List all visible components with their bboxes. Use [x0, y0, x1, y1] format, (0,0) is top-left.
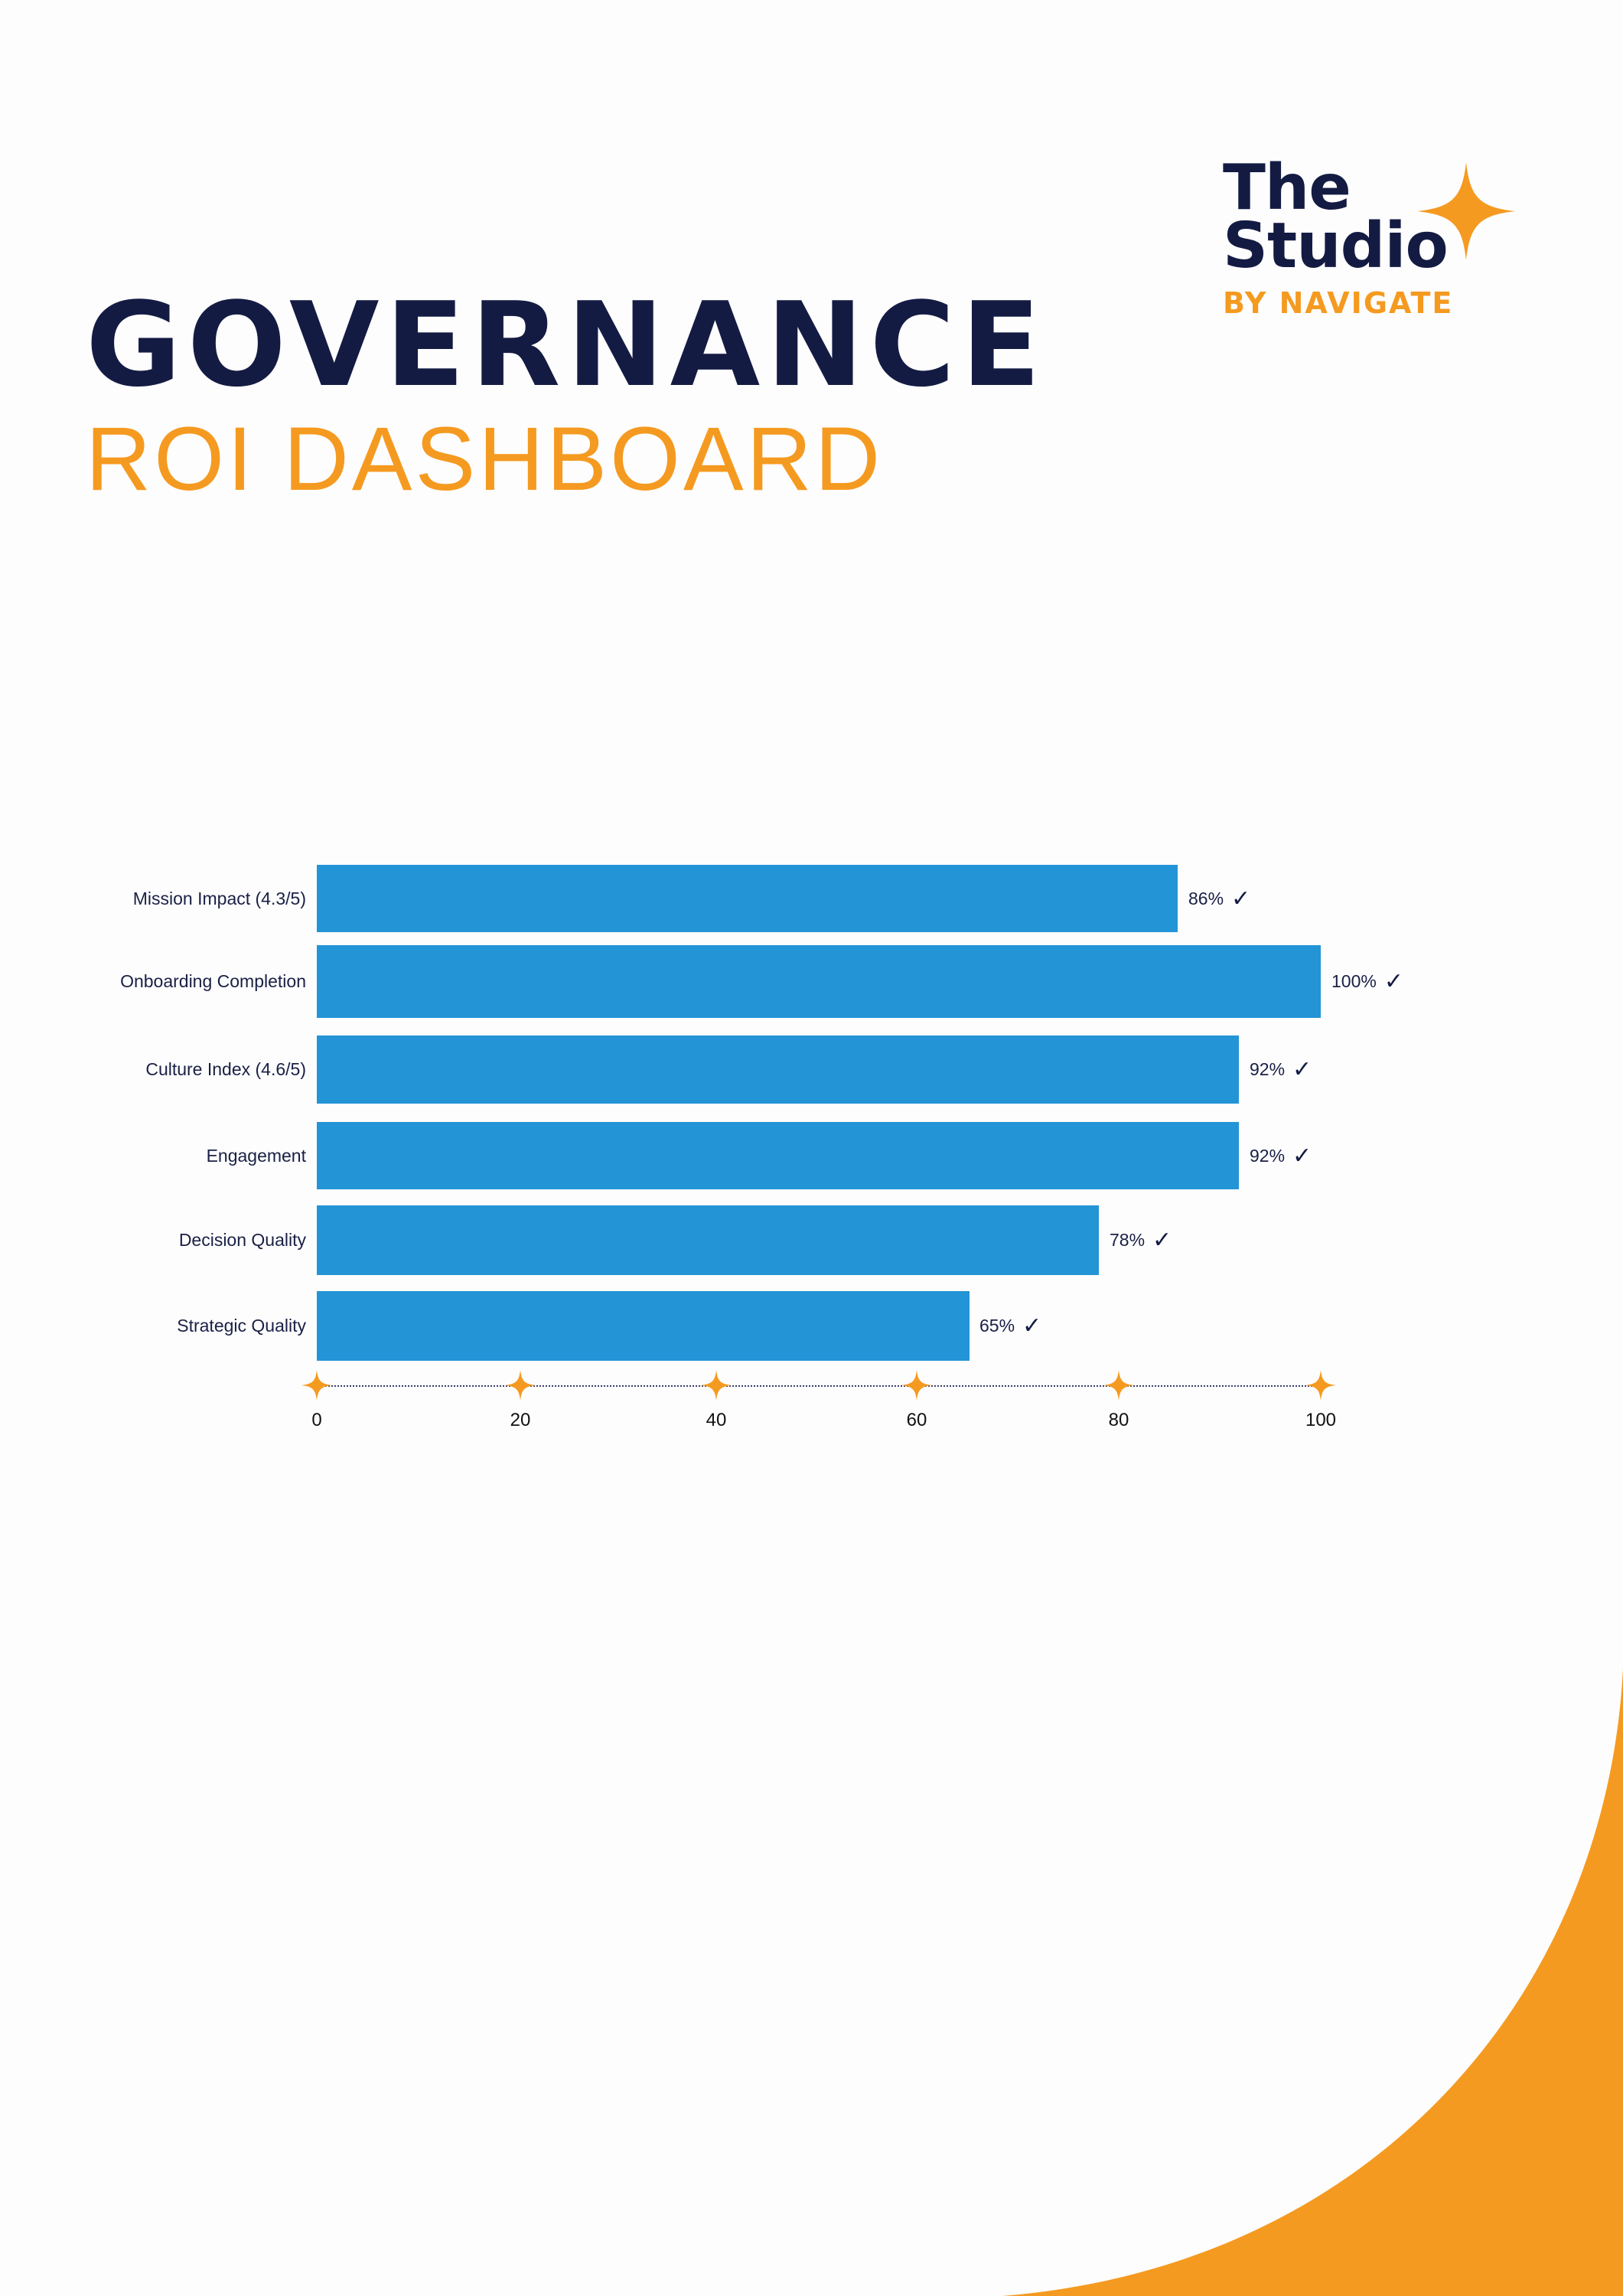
value-text: 100%: [1331, 971, 1377, 991]
x-tick-label: 60: [906, 1410, 927, 1430]
bar: [317, 1205, 1099, 1275]
check-icon: ✓: [1292, 1143, 1312, 1169]
logo-byline: BY NAVIGATE: [1223, 286, 1454, 320]
four-point-star-icon: [1417, 162, 1515, 260]
x-tick-label: 20: [510, 1410, 531, 1430]
logo-line-1: The: [1223, 152, 1351, 224]
axis-star-icon: [1305, 1370, 1336, 1401]
bar-label: Decision Quality: [178, 1230, 306, 1250]
x-tick-label: 0: [311, 1410, 322, 1430]
check-icon: ✓: [1152, 1228, 1172, 1253]
bar: [317, 1291, 970, 1361]
value-text: 92%: [1250, 1145, 1286, 1166]
check-icon: ✓: [1231, 885, 1251, 912]
chart-row: Culture Index (4.6/5) 92% ✓: [0, 1035, 1623, 1104]
chart-row: Strategic Quality 65% ✓: [0, 1291, 1623, 1361]
axis-star-icon: [505, 1370, 536, 1401]
x-tick-label: 80: [1108, 1410, 1129, 1430]
logo-line-2: Studio: [1223, 210, 1449, 282]
bar: [317, 945, 1321, 1018]
chart-row: Engagement 92% ✓: [0, 1122, 1623, 1189]
value-text: 65%: [979, 1316, 1015, 1336]
bar-label: Strategic Quality: [177, 1316, 306, 1336]
bar: [317, 865, 1178, 932]
axis-star-icon: [301, 1370, 332, 1401]
bar-label: Mission Impact (4.3/5): [132, 888, 306, 908]
bar-value: 78% ✓: [1110, 1205, 1172, 1275]
bar-label: Culture Index (4.6/5): [145, 1059, 306, 1079]
bar-value: 65% ✓: [979, 1291, 1041, 1361]
bar-value: 86% ✓: [1188, 865, 1250, 932]
page-title: GOVERNANCE ROI DASHBOARD: [86, 277, 1047, 510]
title-sub: ROI DASHBOARD: [86, 409, 884, 510]
bar-value: 92% ✓: [1250, 1122, 1312, 1189]
chart-row: Onboarding Completion 100% ✓: [0, 945, 1623, 1018]
bar-label: Onboarding Completion: [120, 971, 306, 991]
x-tick-label: 40: [706, 1410, 727, 1430]
value-text: 92%: [1250, 1059, 1286, 1079]
check-icon: ✓: [1022, 1313, 1042, 1339]
axis-star-icon: [901, 1370, 932, 1401]
bar: [317, 1035, 1239, 1104]
x-tick-label: 100: [1305, 1410, 1337, 1430]
bar-value: 92% ✓: [1250, 1035, 1312, 1104]
bar-value: 100% ✓: [1331, 945, 1403, 1018]
x-axis-line: [317, 1385, 1321, 1387]
check-icon: ✓: [1383, 969, 1403, 994]
axis-star-icon: [1103, 1370, 1134, 1401]
chart-row: Decision Quality 78% ✓: [0, 1205, 1623, 1275]
value-text: 86%: [1188, 888, 1224, 908]
bar-label: Engagement: [206, 1145, 306, 1166]
chart-row: Mission Impact (4.3/5) 86% ✓: [0, 865, 1623, 932]
value-text: 78%: [1110, 1230, 1146, 1250]
check-icon: ✓: [1292, 1057, 1312, 1082]
bar: [317, 1122, 1239, 1189]
title-main: GOVERNANCE: [86, 277, 1047, 413]
brand-logo: The Studio BY NAVIGATE: [1223, 152, 1454, 321]
axis-star-icon: [701, 1370, 732, 1401]
